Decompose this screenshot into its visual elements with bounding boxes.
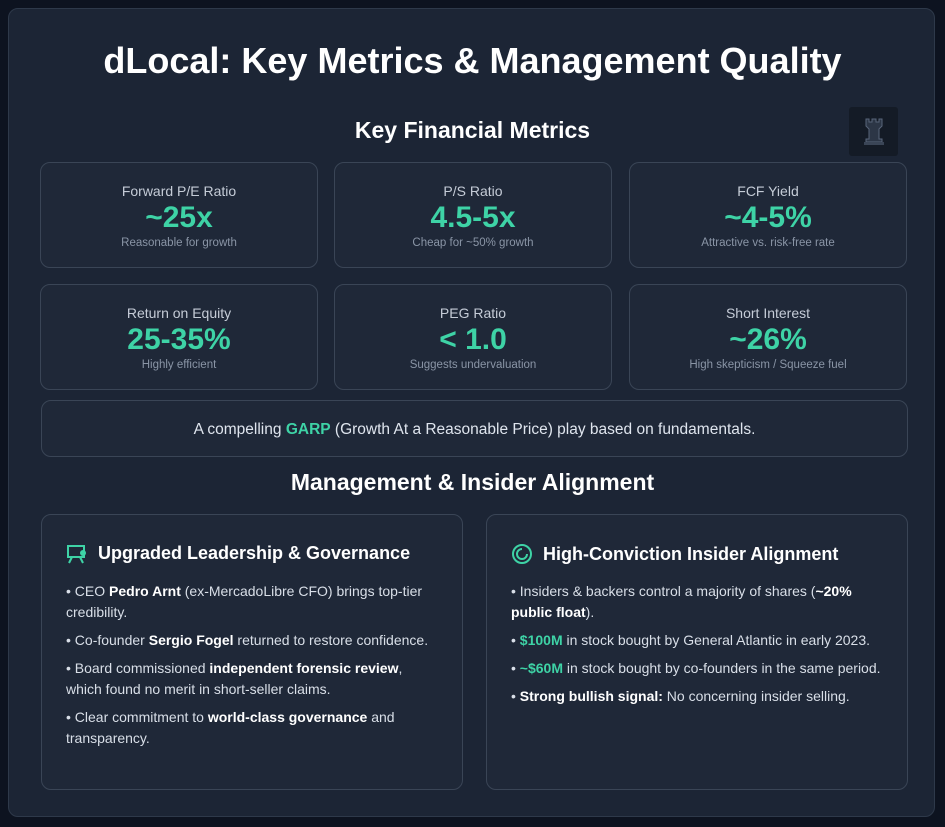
metric-label: Return on Equity [126,305,232,321]
insider-list: • Insiders & backers control a majority … [511,581,883,714]
metric-label: FCF Yield [737,183,799,199]
metric-label: PEG Ratio [439,305,507,321]
metric-value: 25-35% [127,323,231,356]
leadership-card: Upgraded Leadership & Governance • CEO P… [41,514,463,790]
metric-note: Highly efficient [141,359,217,371]
metric-card-short-interest: Short Interest ~26% High skepticism / Sq… [629,284,907,390]
metric-card-ps-ratio: P/S Ratio 4.5-5x Cheap for ~50% growth [334,162,612,268]
presentation-icon [66,544,88,564]
metric-value: 4.5-5x [430,201,516,234]
spiral-icon [511,543,533,565]
insider-header: High-Conviction Insider Alignment [511,543,838,565]
list-item: • $100M in stock bought by General Atlan… [511,632,871,648]
page-title: dLocal: Key Metrics & Management Quality [103,40,842,81]
metric-label: Short Interest [725,305,811,321]
list-item: • ~$60M in stock bought by co-founders i… [511,660,881,676]
metrics-section-title: Key Financial Metrics [354,117,591,143]
metric-note: High skepticism / Squeeze fuel [689,359,847,371]
leadership-header: Upgraded Leadership & Governance [66,543,410,564]
list-item: • Board commissioned independent forensi… [66,660,403,697]
list-item: • CEO Pedro Arnt (ex-MercadoLibre CFO) b… [66,583,423,620]
management-section-title: Management & Insider Alignment [290,469,655,495]
list-item: • Co-founder Sergio Fogel returned to re… [66,632,429,648]
metric-value: ~26% [729,323,807,356]
chess-rook-icon [849,107,898,156]
metric-note: Cheap for ~50% growth [412,237,534,249]
garp-summary: A compelling GARP (Growth At a Reasonabl… [41,400,908,457]
list-item: • Strong bullish signal: No concerning i… [511,688,850,704]
metric-note: Attractive vs. risk-free rate [701,237,835,249]
list-item: • Insiders & backers control a majority … [511,583,852,620]
metric-label: P/S Ratio [443,183,503,199]
insider-title: High-Conviction Insider Alignment [543,543,839,564]
garp-text-before: A compelling [193,421,286,438]
metric-note: Reasonable for growth [121,237,237,249]
metric-card-forward-pe: Forward P/E Ratio ~25x Reasonable for gr… [40,162,318,268]
metric-value: ~25x [145,201,213,234]
metric-value: ~4-5% [724,201,812,234]
metric-value: < 1.0 [439,323,507,356]
leadership-list: • CEO Pedro Arnt (ex-MercadoLibre CFO) b… [66,581,438,756]
list-item: • Clear commitment to world-class govern… [66,709,395,746]
metric-card-peg-ratio: PEG Ratio < 1.0 Suggests undervaluation [334,284,612,390]
metric-card-fcf-yield: FCF Yield ~4-5% Attractive vs. risk-free… [629,162,907,268]
garp-text-after: (Growth At a Reasonable Price) play base… [330,421,756,438]
metric-card-roe: Return on Equity 25-35% Highly efficient [40,284,318,390]
metric-note: Suggests undervaluation [409,359,537,371]
insider-card: High-Conviction Insider Alignment • Insi… [486,514,908,790]
metric-label: Forward P/E Ratio [121,183,237,199]
leadership-title: Upgraded Leadership & Governance [98,543,411,563]
garp-highlight: GARP [285,421,331,438]
